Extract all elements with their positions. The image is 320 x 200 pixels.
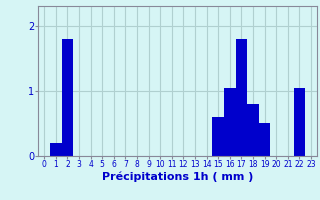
X-axis label: Précipitations 1h ( mm ): Précipitations 1h ( mm ) xyxy=(102,172,253,182)
Bar xyxy=(259,123,270,156)
Bar xyxy=(212,117,224,156)
Bar xyxy=(62,39,73,156)
Bar xyxy=(224,88,236,156)
Bar xyxy=(294,88,305,156)
Bar xyxy=(236,39,247,156)
Bar xyxy=(50,143,61,156)
Bar xyxy=(247,104,259,156)
